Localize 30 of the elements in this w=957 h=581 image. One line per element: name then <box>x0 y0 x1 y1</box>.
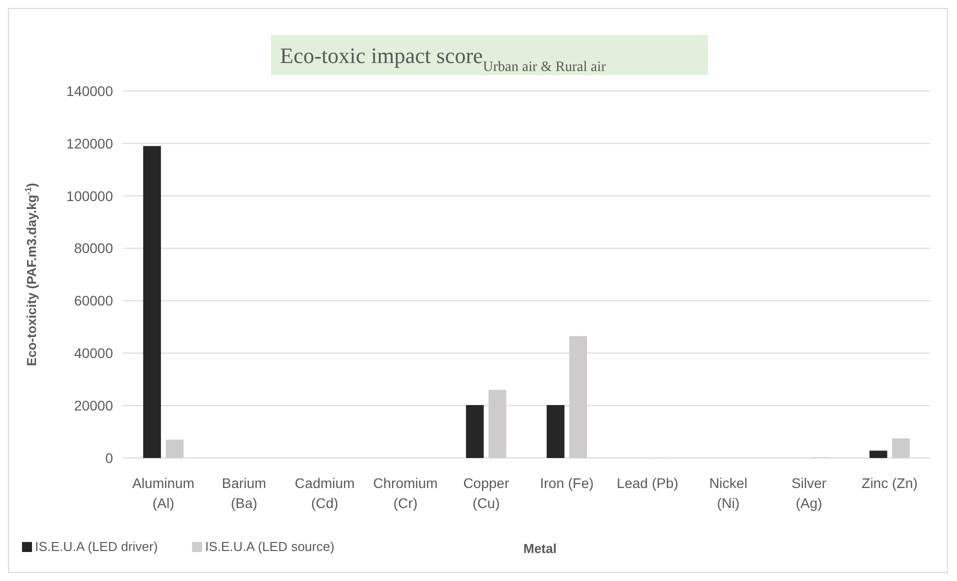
legend-label: IS.E.U.A (LED driver) <box>35 539 158 554</box>
y-tick-label: 60000 <box>74 292 114 309</box>
x-tick-label: Chromium (Cr) <box>373 475 438 511</box>
bar <box>869 450 888 458</box>
x-tick-label: Cadmium (Cd) <box>294 475 355 511</box>
x-tick-label: Aluminum (Al) <box>132 475 194 511</box>
bar <box>488 390 506 458</box>
bar <box>166 440 184 458</box>
legend-label: IS.E.U.A (LED source) <box>205 539 334 554</box>
x-tick-label: Barium (Ba) <box>222 475 266 511</box>
bar <box>143 146 161 458</box>
y-tick-label: 100000 <box>66 188 114 204</box>
bar <box>569 336 588 458</box>
x-tick-label: Silver (Ag) <box>791 475 827 511</box>
y-tick-label: 20000 <box>74 397 114 414</box>
x-tick-label: Nickel (Ni) <box>709 475 748 511</box>
bar <box>466 405 484 458</box>
x-tick-label: Lead (Pb) <box>616 475 678 491</box>
bar <box>892 438 910 458</box>
x-tick-label: Zinc (Zn) <box>862 475 918 491</box>
bar <box>546 405 564 458</box>
chart-title: Eco-toxic impact score$_{Urban air & Rural air}$ <box>280 43 606 75</box>
y-tick-label: 0 <box>105 450 114 466</box>
y-tick-label: 40000 <box>74 345 114 362</box>
x-tick-label: Iron (Fe) <box>540 475 594 491</box>
x-tick-label: Copper (Cu) <box>463 475 510 511</box>
y-tick-label: 120000 <box>66 135 114 152</box>
y-tick-label: 80000 <box>74 240 114 256</box>
x-axis-title: Metal <box>523 541 557 556</box>
y-tick-label: 140000 <box>66 82 114 99</box>
